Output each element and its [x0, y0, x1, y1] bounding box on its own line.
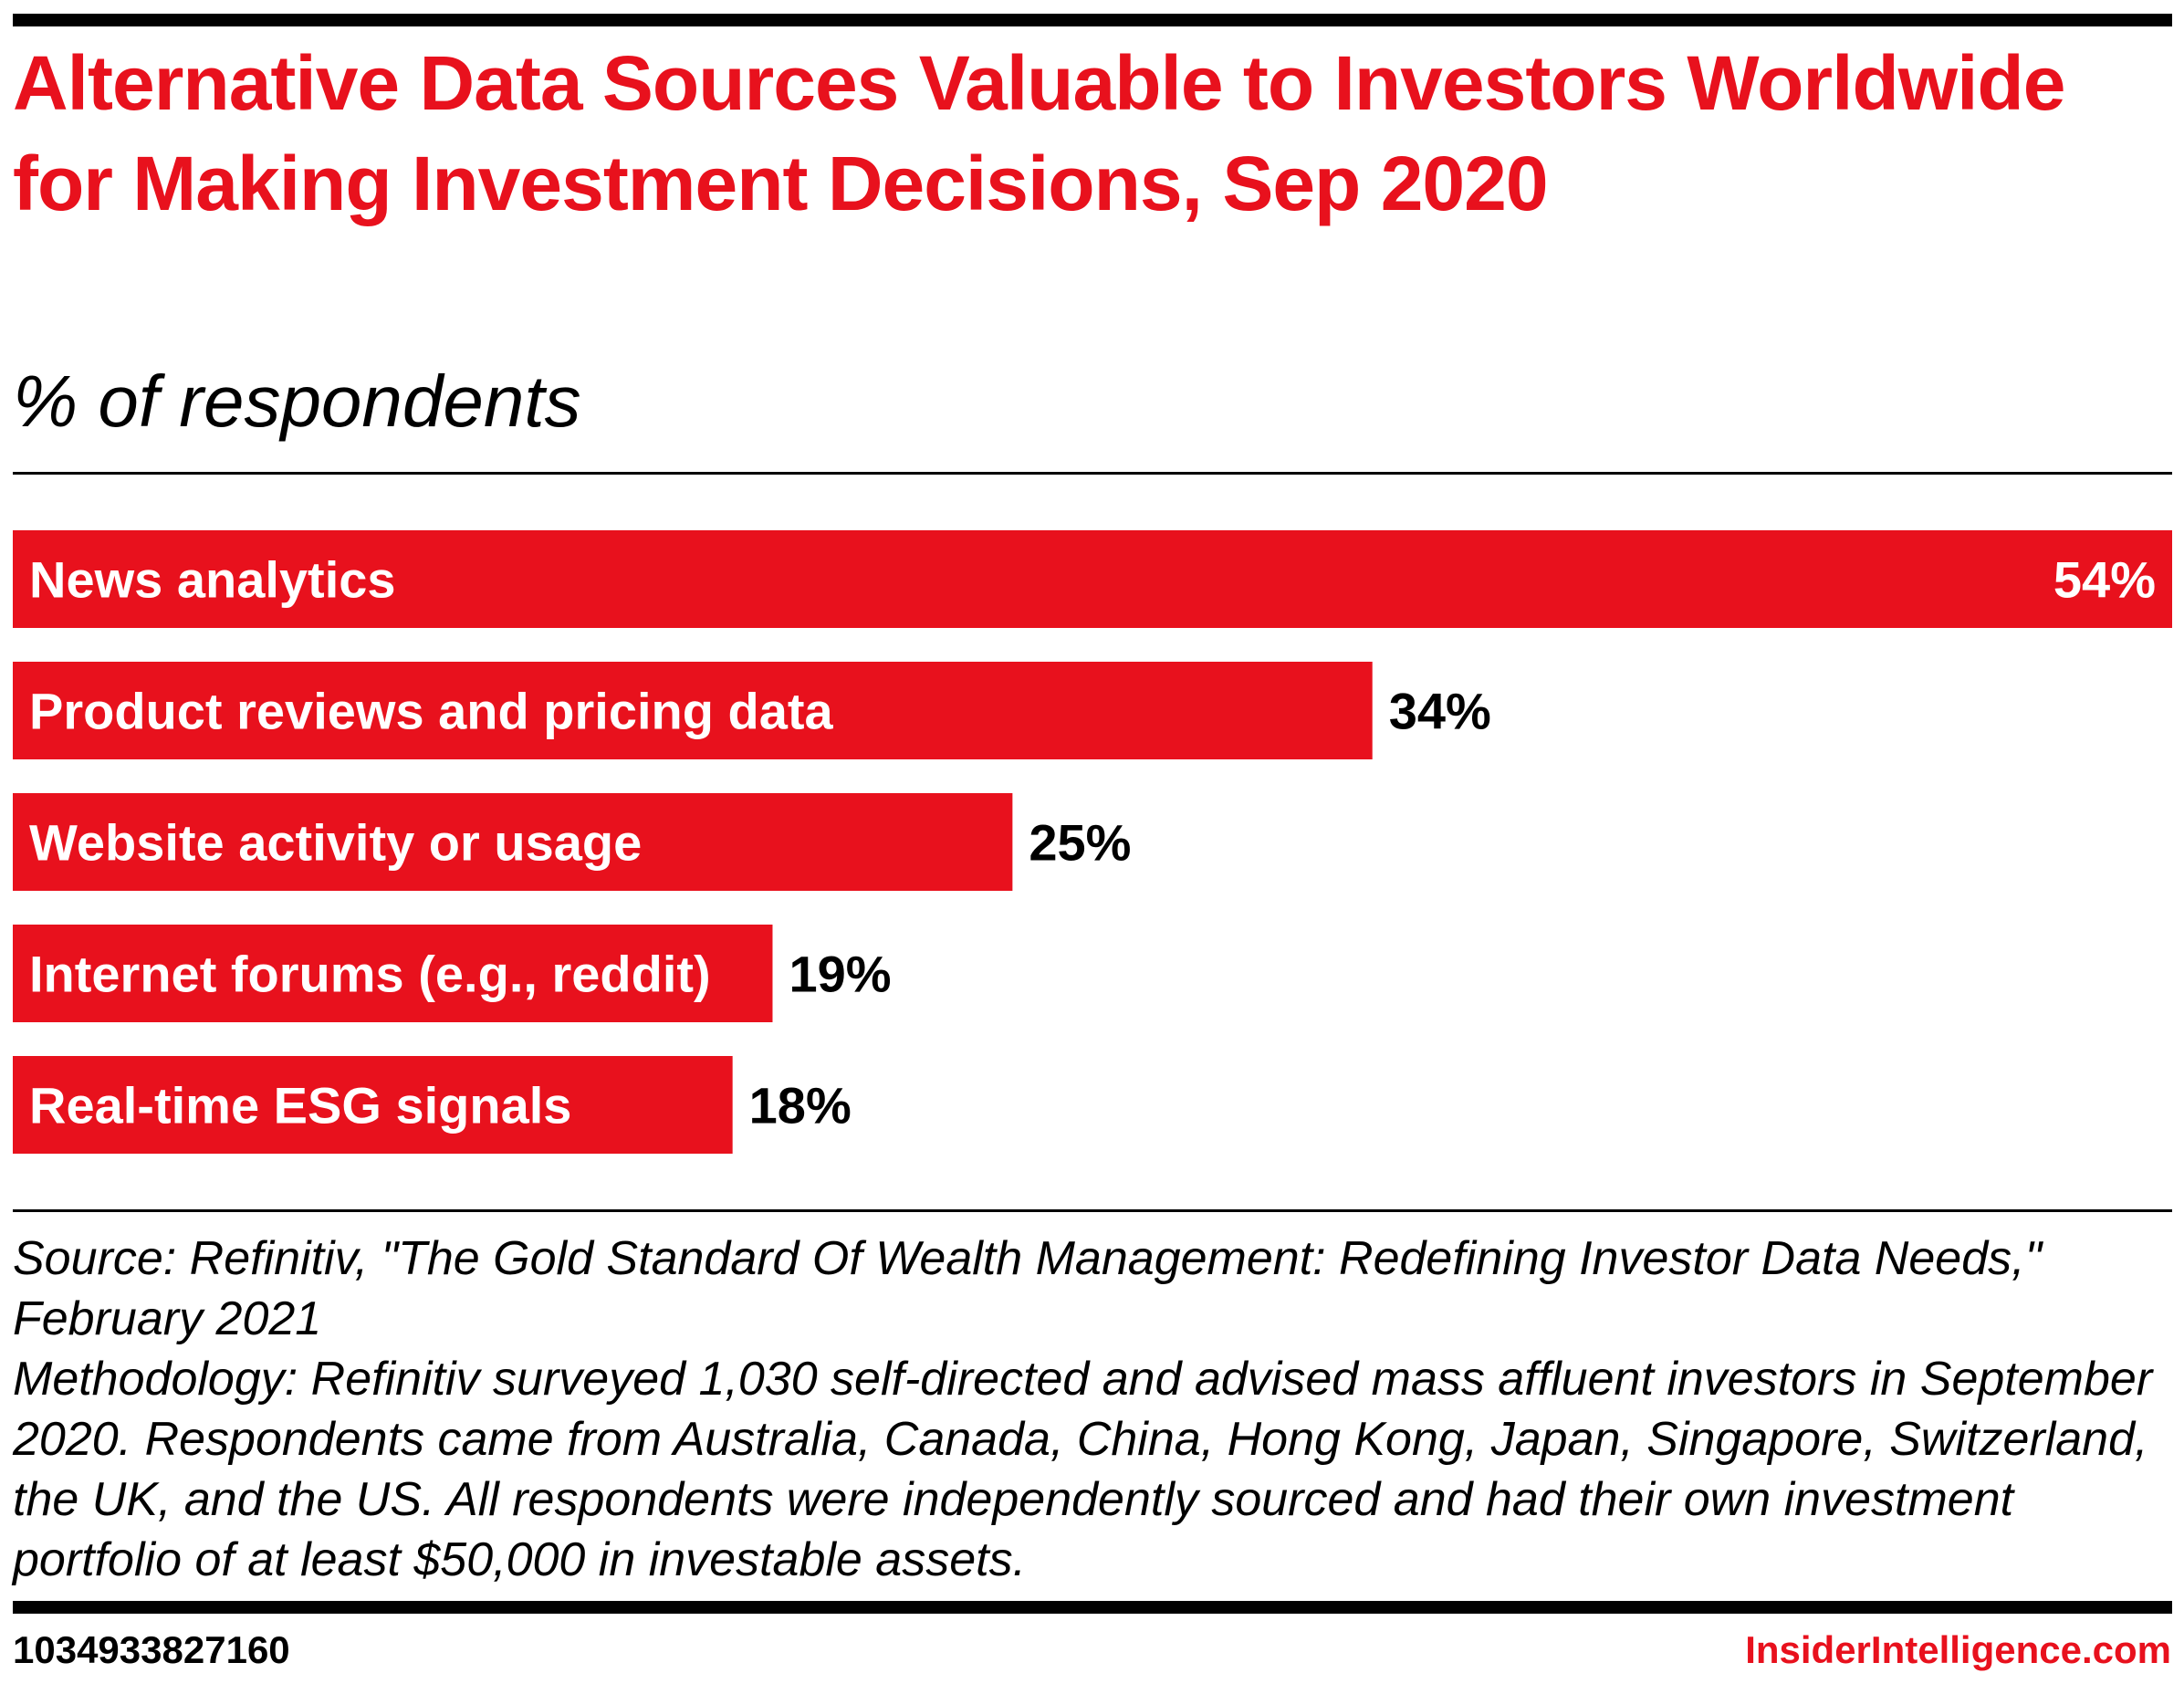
top-rule [13, 14, 2172, 26]
source-text: Source: Refinitiv, "The Gold Standard Of… [13, 1232, 2043, 1345]
category-label-0: News analytics [29, 551, 396, 609]
value-label-0: 54% [2053, 551, 2156, 609]
bottom-rule [13, 1601, 2172, 1614]
chart-title: Alternative Data Sources Valuable to Inv… [13, 40, 2065, 226]
bar-3 [13, 925, 773, 1022]
bar-1 [13, 662, 1373, 759]
methodology-text: Methodology: Refinitiv surveyed 1,030 se… [13, 1353, 2153, 1586]
category-label-3: Internet forums (e.g., reddit) [29, 946, 711, 1003]
bar-chart: 18% 54% News analytics 34% Product reviews a… [13, 530, 2172, 1154]
source-notes: Source: Refinitiv, "The Gold Standard Of… [13, 1229, 2167, 1590]
value-label-3: 19% [789, 946, 891, 1003]
category-label-1: Product reviews and pricing data [29, 683, 834, 740]
value-label-2: 25% [1029, 814, 1131, 872]
brand-link[interactable]: InsiderIntelligence.com [1745, 1628, 2171, 1671]
value-label-1: 34% [1389, 683, 1491, 740]
bar-2 [13, 793, 1013, 891]
bar-4 [13, 1056, 733, 1154]
footer-rule [13, 1209, 2172, 1212]
bar-0 [13, 530, 2172, 628]
category-label-4: Real-time ESG signals [29, 1077, 571, 1135]
category-label-2: Website activity or usage [29, 814, 642, 872]
chart-id: 1034933827160 [13, 1628, 290, 1671]
chart-subtitle: % of respondents [13, 361, 581, 442]
value-label-4: 18% [749, 1077, 852, 1135]
header-rule [13, 472, 2172, 475]
